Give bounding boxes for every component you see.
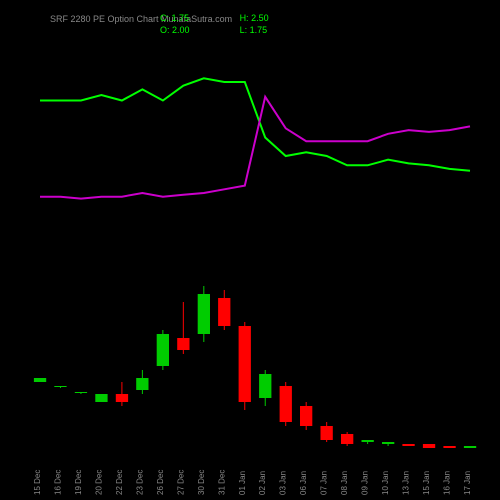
chart-root: SRF 2280 PE Option Chart MunafaSutra.com…: [0, 0, 500, 500]
x-axis-label: 31 Dec: [217, 470, 226, 495]
x-axis-label: 17 Jan: [463, 471, 472, 495]
candle-body: [382, 442, 394, 444]
x-axis-label: 16 Dec: [53, 470, 62, 495]
candle-body: [464, 446, 476, 448]
x-axis-label: 23 Dec: [135, 470, 144, 495]
x-axis-label: 26 Dec: [156, 470, 165, 495]
x-axis-label: 06 Jan: [299, 471, 308, 495]
candle-body: [136, 378, 148, 390]
x-axis-label: 30 Dec: [197, 470, 206, 495]
x-axis: 15 Dec 16 Dec 19 Dec 20 Dec 22 Dec 23 Dec 26 D…: [33, 470, 472, 495]
x-axis-label: 10 Jan: [381, 471, 390, 495]
candle-body: [259, 374, 271, 398]
x-axis-label: 08 Jan: [340, 471, 349, 495]
candle-body: [321, 426, 333, 440]
candle-body: [239, 326, 251, 402]
x-axis-label: 03 Jan: [279, 471, 288, 495]
x-axis-label: 16 Jan: [443, 471, 452, 495]
candle-body: [75, 392, 87, 393]
x-axis-label: 19 Dec: [74, 470, 83, 495]
candle-body: [402, 444, 414, 446]
candle-body: [423, 444, 435, 448]
candle-body: [218, 298, 230, 326]
candle-body: [362, 440, 374, 442]
candle-body: [116, 394, 128, 402]
x-axis-label: 27 Dec: [176, 470, 185, 495]
x-axis-label: 20 Dec: [94, 470, 103, 495]
x-axis-label: 02 Jan: [258, 471, 267, 495]
chart-svg: 15 Dec 16 Dec 19 Dec 20 Dec 22 Dec 23 Dec 26 D…: [0, 0, 500, 500]
x-axis-label: 22 Dec: [115, 470, 124, 495]
candle-body: [443, 446, 455, 448]
candle-body: [300, 406, 312, 426]
candle-body: [34, 378, 46, 382]
candle-body: [341, 434, 353, 444]
price-panel: [34, 286, 476, 448]
indicator-line: [40, 78, 470, 171]
x-axis-label: 15 Jan: [422, 471, 431, 495]
x-axis-label: 01 Jan: [238, 471, 247, 495]
candle-body: [177, 338, 189, 350]
x-axis-label: 07 Jan: [320, 471, 329, 495]
candle-body: [95, 394, 107, 402]
x-axis-label: 09 Jan: [361, 471, 370, 495]
candle-body: [54, 386, 66, 387]
candle-body: [280, 386, 292, 422]
candle-body: [157, 334, 169, 366]
x-axis-label: 13 Jan: [402, 471, 411, 495]
candle-body: [198, 294, 210, 334]
indicator-panel: [40, 78, 470, 198]
x-axis-label: 15 Dec: [33, 470, 42, 495]
